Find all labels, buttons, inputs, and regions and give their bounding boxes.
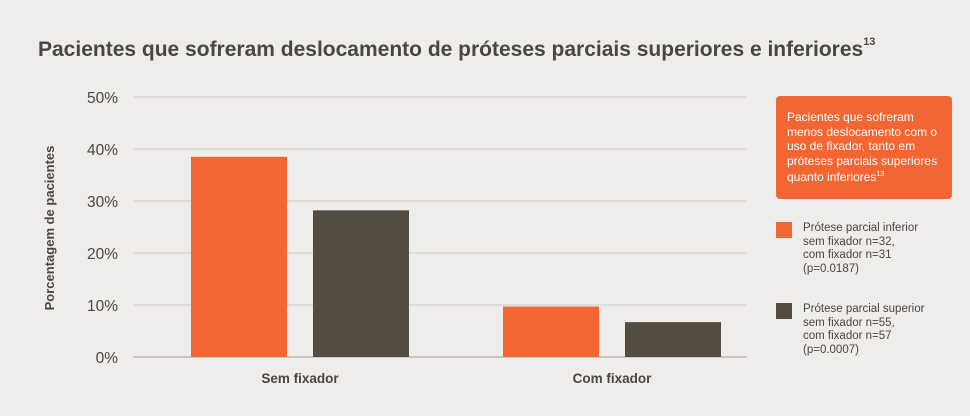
legend-line: (p=0.0187) (803, 262, 859, 275)
legend-line: (p=0.0007) (803, 343, 859, 356)
legend-line: com fixador n=31 (803, 249, 892, 262)
y-tick-label: 10% (87, 298, 118, 315)
y-tick-label: 30% (87, 194, 118, 211)
y-tick-label: 0% (96, 350, 119, 367)
bar-superior-sem-fixador (313, 210, 409, 357)
legend-swatch-inferior (776, 222, 792, 238)
bar-inferior-com-fixador (503, 306, 599, 357)
legend-swatch-superior (776, 303, 792, 319)
y-tick-label: 20% (87, 246, 118, 263)
legend-line: sem fixador n=55, (803, 316, 895, 329)
bar-superior-com-fixador (625, 322, 721, 357)
bar-inferior-sem-fixador (191, 156, 287, 357)
y-axis-label: Porcentagem de pacientes (42, 146, 57, 311)
callout-box: Pacientes que sofreram menos deslocament… (776, 96, 952, 199)
legend-label-inferior: Prótese parcial inferior (803, 222, 919, 234)
callout-footnote: 13 (876, 171, 885, 179)
title-footnote: 13 (863, 36, 876, 48)
legend-label-superior: Prótese parcial superior (803, 303, 925, 315)
y-tick-label: 50% (87, 90, 118, 107)
x-category-label: Com fixador (573, 371, 653, 386)
y-tick-label: 40% (87, 142, 118, 159)
chart-title: Pacientes que sofreram deslocamento de p… (38, 36, 876, 61)
legend-line: sem fixador n=32, (803, 235, 895, 248)
x-category-label: Sem fixador (261, 371, 339, 386)
legend-line: com fixador n=57 (803, 330, 892, 343)
callout-text: Pacientes que sofreram menos deslocament… (787, 110, 938, 185)
